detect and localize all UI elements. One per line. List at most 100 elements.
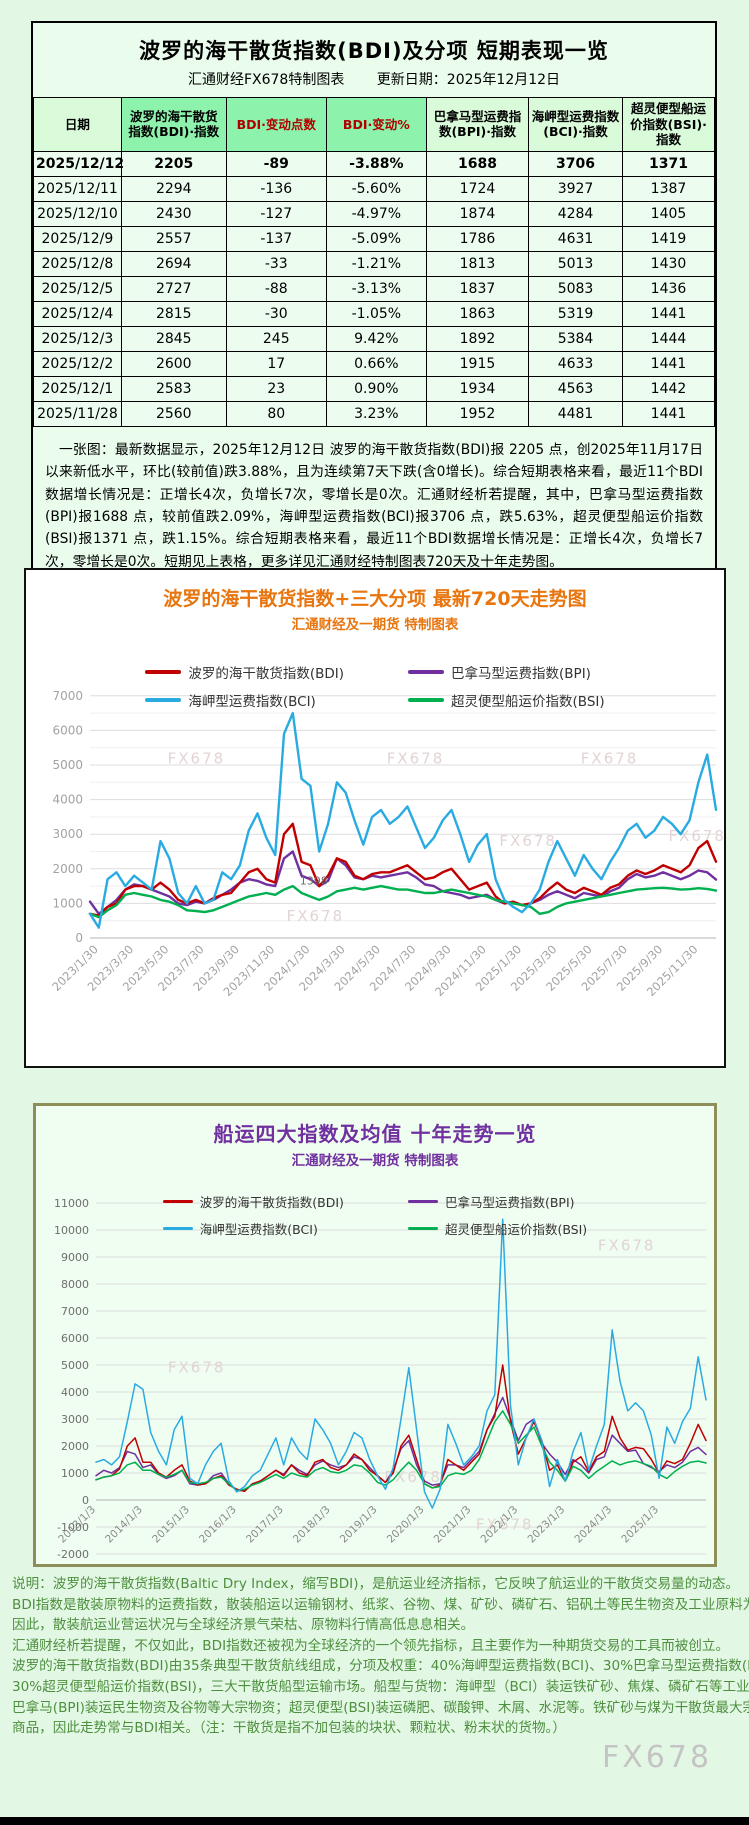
description-line: 波罗的海干散货指数(BDI)由35条典型干散货航线组成，分项及权重：40%海岬型… bbox=[12, 1658, 749, 1675]
table-row: 2025/11/28 2560 80 3.23% 1952 4481 1441 bbox=[33, 400, 715, 427]
table-cell: 1915 bbox=[425, 350, 530, 377]
table-subtitle: 汇通财经FX678特制图表 更新日期：2025年12月12日 bbox=[33, 69, 715, 89]
chart-720d-subtitle: 汇通财经及一期货 特制图表 bbox=[291, 617, 459, 633]
table-cell: 1371 bbox=[622, 150, 715, 177]
table-title: 波罗的海干散货指数(BDI)及分项 短期表现一览 bbox=[139, 39, 609, 63]
table-cell: 2557 bbox=[120, 225, 227, 252]
table-cell: -136 bbox=[225, 175, 327, 202]
legend-label: 波罗的海干散货指数(BDI) bbox=[188, 666, 345, 682]
table-cell: -3.88% bbox=[325, 150, 427, 177]
line-chart-10y: -2000 -1000 0 1000 2000 3000 4000 5000 6000 7000 8… bbox=[54, 1197, 707, 1561]
svg-text:1000: 1000 bbox=[52, 896, 83, 910]
svg-text:2017/1/3: 2017/1/3 bbox=[244, 1504, 286, 1546]
table-cell: 23 bbox=[225, 375, 327, 402]
table-cell: -3.13% bbox=[325, 275, 427, 302]
table-cell: 1387 bbox=[622, 175, 715, 202]
table-cell: 1874 bbox=[425, 200, 530, 227]
legend-swatch bbox=[408, 670, 445, 674]
svg-text:3000: 3000 bbox=[52, 827, 83, 841]
table-row: 2025/12/10 2430 -127 -4.97% 1874 4284 1405 bbox=[33, 200, 715, 227]
svg-text:6000: 6000 bbox=[61, 1332, 89, 1345]
description-line: 30%超灵便型船运价指数(BSI)，三大干散货船型运输市场。船型与货物：海岬型（… bbox=[12, 1678, 749, 1695]
table-cell: 2025/12/2 bbox=[33, 350, 122, 377]
table-cell: 1934 bbox=[425, 375, 530, 402]
table-row: 2025/12/4 2815 -30 -1.05% 1863 5319 1441 bbox=[33, 300, 715, 327]
table-cell: 1436 bbox=[622, 275, 715, 302]
chart-720d-title: 波罗的海干散货指数+三大分项 最新720天走势图 bbox=[163, 588, 587, 610]
svg-text:FX678: FX678 bbox=[168, 750, 226, 768]
table-cell: 2815 bbox=[120, 300, 227, 327]
svg-text:1000: 1000 bbox=[61, 1467, 89, 1480]
description-line: 汇通财经析若提醒，不仅如此，BDI指数还被视为全球经济的一个领先指标，且主要作为… bbox=[12, 1637, 730, 1654]
legend-item: 巴拿马型运费指数(BPI) bbox=[408, 662, 605, 682]
table-cell: 2025/12/1 bbox=[33, 375, 122, 402]
update-date-label: 更新日期：2025年12月12日 bbox=[376, 72, 561, 88]
table-cell: -1.05% bbox=[325, 300, 427, 327]
legend-label: 海岬型运费指数(BCI) bbox=[188, 694, 316, 710]
table-cell: 2294 bbox=[120, 175, 227, 202]
table-row: 2025/12/2 2600 17 0.66% 1915 4633 1441 bbox=[33, 350, 715, 377]
svg-text:11000: 11000 bbox=[54, 1197, 89, 1210]
table-cell: -33 bbox=[225, 250, 327, 277]
svg-text:2018/1/3: 2018/1/3 bbox=[291, 1504, 333, 1546]
table-cell: 5319 bbox=[528, 300, 623, 327]
table-cell: 9.42% bbox=[325, 325, 427, 352]
source-label: 汇通财经FX678特制图表 bbox=[187, 72, 345, 88]
table-cell: 1405 bbox=[622, 200, 715, 227]
table-cell: 4284 bbox=[528, 200, 623, 227]
table-cell: -5.60% bbox=[325, 175, 427, 202]
svg-text:2025/1/3: 2025/1/3 bbox=[619, 1504, 661, 1546]
chart-720d-legend: 波罗的海干散货指数(BDI) 巴拿马型运费指数(BPI) 海岬型运费指数(BCI) 超… bbox=[26, 662, 724, 710]
table-cell: 4631 bbox=[528, 225, 623, 252]
column-header: 日期 bbox=[33, 97, 122, 152]
svg-text:FX678: FX678 bbox=[499, 832, 557, 850]
description-line: 商品，因此走势常与BDI相关。（注：干散货是指不加包装的块状、颗粒状、粉末状的货… bbox=[12, 1720, 566, 1737]
table-cell: 1444 bbox=[622, 325, 715, 352]
column-header: 巴拿马型运费指数(BPI)·指数 bbox=[425, 97, 530, 152]
legend-label: 海岬型运费指数(BCI) bbox=[199, 1222, 318, 1237]
line-chart-720d: 0 1000 2000 3000 4000 5000 6000 7000 FX678 FX678 F… bbox=[49, 689, 724, 999]
description-line: 说明：波罗的海干散货指数(Baltic Dry Index，缩写BDI)，是航运… bbox=[12, 1576, 740, 1592]
table-cell: 1441 bbox=[622, 400, 715, 427]
table-cell: 1441 bbox=[622, 350, 715, 377]
table-cell: 4633 bbox=[528, 350, 623, 377]
legend-label: 超灵便型船运价指数(BSI) bbox=[444, 1222, 588, 1237]
legend-item: 波罗的海干散货指数(BDI) bbox=[145, 662, 344, 682]
svg-text:0: 0 bbox=[82, 1494, 89, 1507]
table-cell: 0.90% bbox=[325, 375, 427, 402]
table-cell: 1786 bbox=[425, 225, 530, 252]
chart-10y-subtitle: 汇通财经及一期货 特制图表 bbox=[291, 1153, 459, 1169]
table-cell: 2583 bbox=[120, 375, 227, 402]
table-cell: 2025/12/4 bbox=[33, 300, 122, 327]
legend-item: 海岬型运费指数(BCI) bbox=[162, 1219, 344, 1238]
table-cell: 4481 bbox=[528, 400, 623, 427]
bottom-bar bbox=[0, 1817, 749, 1825]
svg-text:2019/1/3: 2019/1/3 bbox=[338, 1504, 380, 1546]
table-row: 2025/12/1 2583 23 0.90% 1934 4563 1442 bbox=[33, 375, 715, 402]
description-line: BDI指数是散装原物料的运费指数，散装船运以运输钢材、纸浆、谷物、煤、矿砂、磷矿… bbox=[12, 1596, 749, 1613]
table-cell: 1813 bbox=[425, 250, 530, 277]
svg-text:8000: 8000 bbox=[61, 1278, 89, 1291]
svg-text:FX678: FX678 bbox=[287, 907, 345, 925]
table-cell: 1441 bbox=[622, 300, 715, 327]
legend-item: 超灵便型船运价指数(BSI) bbox=[407, 1219, 588, 1238]
svg-text:2015/1/3: 2015/1/3 bbox=[150, 1504, 192, 1546]
legend-item: 海岬型运费指数(BCI) bbox=[145, 690, 344, 710]
table-cell: 1952 bbox=[425, 400, 530, 427]
legend-label: 波罗的海干散货指数(BDI) bbox=[199, 1195, 344, 1210]
table-cell: 3706 bbox=[528, 150, 623, 177]
svg-text:6000: 6000 bbox=[52, 723, 83, 737]
fx678-watermark: FX678 bbox=[602, 1740, 713, 1775]
table-row: 2025/12/5 2727 -88 -3.13% 1837 5083 1436 bbox=[33, 275, 715, 302]
table-cell: 1724 bbox=[425, 175, 530, 202]
chart-720d-panel: 波罗的海干散货指数+三大分项 最新720天走势图 汇通财经及一期货 特制图表 波… bbox=[24, 568, 726, 1068]
svg-text:2014/1/3: 2014/1/3 bbox=[103, 1504, 145, 1546]
table-cell: 2025/12/11 bbox=[33, 175, 122, 202]
table-cell: 2025/12/3 bbox=[33, 325, 122, 352]
table-cell: 2727 bbox=[120, 275, 227, 302]
legend-swatch bbox=[407, 1200, 438, 1203]
legend-item: 波罗的海干散货指数(BDI) bbox=[162, 1192, 344, 1211]
bdi-short-term-table: 日期 波罗的海干散货指数(BDI)·指数 BDI·变动点数 BDI·变动% 巴拿马型运费… bbox=[33, 97, 715, 427]
table-cell: 2025/11/28 bbox=[33, 400, 122, 427]
legend-swatch bbox=[145, 670, 182, 674]
